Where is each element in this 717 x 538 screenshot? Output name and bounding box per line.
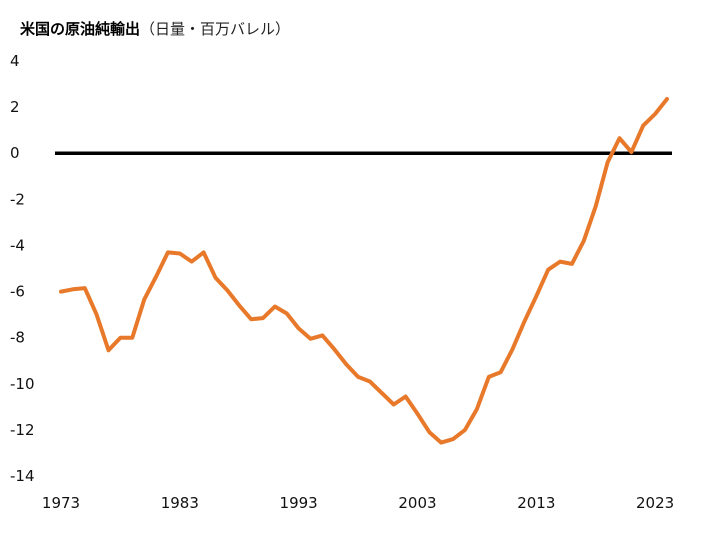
x-tick-label: 1993 [280,494,318,512]
data-point [381,392,383,394]
y-tick-label: -6 [10,283,25,301]
chart-title-main: 米国の原油純輸出 [20,20,141,38]
data-point [369,381,371,382]
data-point [583,240,585,242]
y-tick-label: 0 [10,144,20,162]
data-point [321,334,323,336]
data-point [72,288,74,290]
chart-title-unit: （日量・百万バレル） [140,20,291,38]
chart-title: 米国の原油純輸出（日量・百万バレル） [20,18,290,39]
data-point [559,261,561,263]
data-point [547,269,549,271]
data-point [167,251,169,253]
data-point [191,261,193,263]
data-point [250,318,252,320]
series-line [59,97,669,445]
data-point [119,337,121,339]
data-point [108,349,109,351]
data-point [333,348,335,350]
data-point [417,413,418,415]
data-point [654,113,656,115]
data-point [393,404,395,405]
data-point [274,306,276,307]
data-point [440,442,442,444]
y-tick-label: -4 [10,236,25,254]
y-tick-label: -12 [10,421,35,439]
data-point [203,251,205,253]
y-tick-label: 2 [10,98,20,116]
y-tick-label: -14 [10,467,35,485]
data-point [595,205,597,207]
x-tick-label: 2023 [636,494,674,512]
data-point [298,327,300,329]
data-point [476,408,478,410]
data-point [500,371,502,373]
data-point [428,431,430,433]
data-point [155,276,157,278]
data-point [238,304,240,306]
data-point [96,314,98,316]
y-tick-label: -10 [10,375,35,393]
data-point [630,151,632,153]
data-point [642,125,644,127]
data-point [452,438,454,440]
x-tick-label: 2003 [398,494,436,512]
data-point [179,253,181,254]
data-point [607,161,609,163]
data-point [512,348,513,350]
data-point [488,376,490,378]
data-point [215,277,216,279]
data-point [60,291,62,293]
data-point [571,263,573,265]
y-tick-label: -2 [10,190,25,208]
data-point [523,321,525,322]
y-tick-label: -8 [10,329,25,347]
data-point [619,137,620,139]
data-point [357,376,359,378]
data-point [143,299,145,301]
data-point [84,287,86,289]
x-tick-label: 2013 [517,494,555,512]
data-point [286,313,288,314]
data-point [131,337,133,339]
data-point [405,396,407,397]
data-point [310,338,311,340]
x-tick-label: 1983 [161,494,199,512]
data-point [666,98,668,100]
x-tick-label: 1973 [42,494,80,512]
x-axis-tick-labels: 1973 1983 1993 2003 2013 2023 [42,494,674,512]
y-axis-tick-labels: 4 2 0 -2 -4 -6 -8 -10 -12 -14 [10,52,35,485]
data-point [345,363,347,365]
data-point [464,429,466,431]
y-tick-label: 4 [10,52,20,70]
series-lines [59,97,669,445]
data-point [262,317,264,319]
data-point [226,289,228,291]
data-point [535,295,537,297]
